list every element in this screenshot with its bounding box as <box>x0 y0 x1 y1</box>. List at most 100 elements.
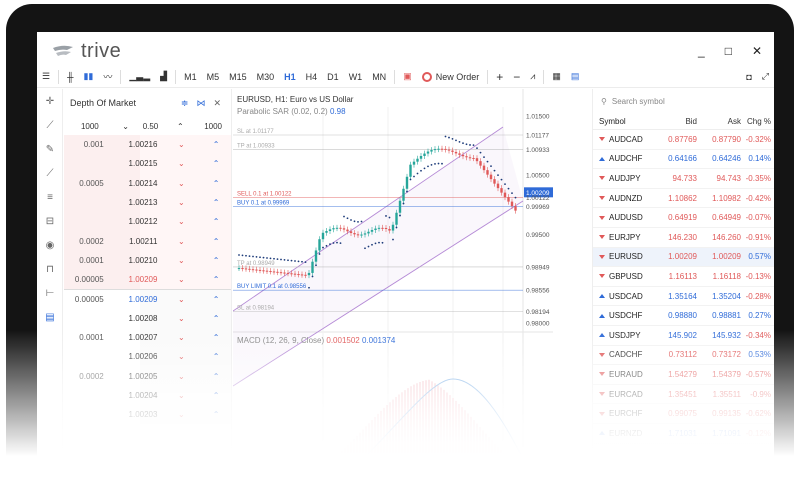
menu-icon[interactable]: ☰ <box>42 71 51 81</box>
buy-arrow-icon[interactable]: ⌃ <box>212 255 220 265</box>
area-icon[interactable]: ▟ <box>160 71 168 81</box>
fullscreen-icon[interactable]: ⤢ <box>761 71 769 81</box>
col-ask[interactable]: Ask <box>727 116 741 126</box>
lock-icon[interactable]: ⊓ <box>46 263 54 275</box>
calendar-icon[interactable]: ▦ <box>552 71 561 81</box>
watchlist-row[interactable]: CADCHF 0.73112 0.73172 0.53% <box>593 346 774 366</box>
layout-icon[interactable]: ▤ <box>45 311 55 323</box>
buy-arrow-icon[interactable]: ⌃ <box>212 333 220 343</box>
bar-chart-icon[interactable]: ╫ <box>67 71 74 82</box>
trendline-icon[interactable]: ⟋ <box>46 119 54 131</box>
dom-lots-input[interactable]: 1000 <box>204 121 222 131</box>
sell-arrow-icon[interactable]: ⌄ <box>177 333 185 343</box>
buy-arrow-icon[interactable]: ⌃ <box>212 410 220 420</box>
watchlist-row[interactable]: EURNZD 1.71031 1.71091 -0.12% <box>593 424 774 444</box>
sell-arrow-icon[interactable]: ⌄ <box>177 391 185 400</box>
watchlist-row[interactable]: AUDJPY 94.733 94.743 -0.35% <box>593 169 774 189</box>
col-bid[interactable]: Bid <box>685 116 697 126</box>
sell-arrow-icon[interactable]: ⌄ <box>177 295 185 305</box>
dom-row[interactable]: 0.0005 1.00214 ⌄ ⌃ <box>64 173 231 193</box>
eye-icon[interactable]: ◉ <box>45 239 55 251</box>
maximize-button[interactable]: □ <box>724 44 732 58</box>
ruler-icon[interactable]: ⊟ <box>45 215 55 227</box>
new-order-button[interactable]: New Order <box>417 66 485 88</box>
timeframe-m1[interactable]: M1 <box>184 71 197 82</box>
dom-row[interactable]: 0.001 1.00216 ⌄ ⌃ <box>64 135 231 155</box>
dom-row[interactable]: 1.00204 ⌄ ⌃ <box>64 385 231 406</box>
dom-step-input[interactable]: 0.50 <box>142 121 159 131</box>
zoom-out-icon[interactable]: − <box>513 69 521 84</box>
buy-arrow-icon[interactable]: ⌃ <box>212 295 220 305</box>
line-chart-icon[interactable]: 〰 <box>103 72 113 82</box>
timeframe-d1[interactable]: D1 <box>327 71 339 82</box>
price-chart[interactable]: SL at 1.01177 TP at 1.00933 SELL 0.1 at 1.… <box>232 89 554 472</box>
sell-arrow-icon[interactable]: ⌄ <box>177 255 185 265</box>
chart-shift-icon[interactable]: ⩘ <box>530 71 536 81</box>
hierarchy-icon[interactable]: ⊢ <box>45 287 55 299</box>
buy-arrow-icon[interactable]: ⌃ <box>212 178 220 188</box>
indicators-icon[interactable]: ▁▃▂ <box>129 71 151 81</box>
watchlist-row[interactable]: EURJPY 146.230 146.260 -0.91% <box>593 228 774 248</box>
watchlist-row[interactable]: AUDCAD 0.87769 0.87790 -0.32% <box>593 130 774 150</box>
dom-row[interactable]: 1.00212 ⌄ ⌃ <box>64 212 231 232</box>
screenshot-icon[interactable]: ◘ <box>746 71 752 82</box>
watchlist-row[interactable]: EURCHF 0.99075 0.99135 -0.62% <box>593 404 774 424</box>
dom-row[interactable]: 1.00203 ⌄ ⌃ <box>64 405 231 425</box>
fibonacci-icon[interactable]: ≡ <box>47 191 53 203</box>
dom-row[interactable]: 0.00005 1.00209 ⌄ ⌃ <box>64 289 231 309</box>
dom-row[interactable]: 1.00213 ⌄ ⌃ <box>64 192 231 213</box>
align-center-icon[interactable]: ≑ <box>180 97 189 108</box>
buy-arrow-icon[interactable]: ⌃ <box>212 236 220 246</box>
timeframe-mn[interactable]: MN <box>372 71 387 82</box>
ray-icon[interactable]: ⟋ <box>46 167 54 179</box>
dom-volume-input[interactable]: 1000 <box>80 121 99 131</box>
watchlist-row[interactable]: AUDUSD 0.64919 0.64949 -0.07% <box>593 208 774 228</box>
dom-row[interactable]: 0.0001 1.00210 ⌄ ⌃ <box>64 250 231 271</box>
dom-row[interactable]: 0.0002 1.00205 ⌄ ⌃ <box>64 366 231 386</box>
dom-row[interactable]: 1.00208 ⌄ ⌃ <box>64 308 231 328</box>
sell-arrow-icon[interactable]: ⌄ <box>177 198 185 208</box>
buy-arrow-icon[interactable]: ⌃ <box>212 217 220 227</box>
buy-arrow-icon[interactable]: ⌃ <box>212 391 220 400</box>
timeframe-m5[interactable]: M5 <box>206 71 220 82</box>
symbol-search[interactable]: ⚲ Search symbol <box>593 89 774 113</box>
buy-arrow-icon[interactable]: ⌃ <box>212 275 220 285</box>
timeframe-m30[interactable]: M30 <box>256 71 275 82</box>
col-symbol[interactable]: Symbol <box>599 116 626 126</box>
buy-arrow-icon[interactable]: ⌃ <box>212 159 220 169</box>
sell-arrow-icon[interactable]: ⌄ <box>177 371 185 381</box>
zoom-in-icon[interactable]: + <box>496 69 504 84</box>
dom-row[interactable]: 1.00215 ⌄ ⌃ <box>64 154 231 174</box>
timeframe-h4[interactable]: H4 <box>305 71 318 82</box>
dom-row[interactable]: 0.0002 1.00211 ⌄ ⌃ <box>64 231 231 251</box>
watchlist-row[interactable]: EURUSD 1.00209 1.00209 0.57% <box>593 247 774 268</box>
sell-arrow-icon[interactable]: ⌄ <box>177 140 185 150</box>
sell-arrow-icon[interactable]: ⌄ <box>177 352 185 362</box>
chevron-down-icon[interactable]: ⌄ <box>122 121 129 131</box>
pencil-icon[interactable]: ✎ <box>45 143 55 155</box>
sell-arrow-icon[interactable]: ⌄ <box>177 217 185 227</box>
watchlist-row[interactable]: USDCAD 1.35164 1.35204 -0.28% <box>593 287 774 307</box>
watchlist-row[interactable]: EURAUD 1.54279 1.54379 -0.57% <box>593 365 774 385</box>
watchlist-row[interactable]: GBPUSD 1.16113 1.16118 -0.13% <box>593 267 774 287</box>
buy-arrow-icon[interactable]: ⌃ <box>212 198 220 208</box>
sell-arrow-icon[interactable]: ⌄ <box>177 275 185 285</box>
watchlist-row[interactable]: USDJPY 145.902 145.932 -0.34% <box>593 326 774 346</box>
watchlist-row[interactable]: AUDCHF 0.64166 0.64246 0.14% <box>593 150 774 170</box>
dom-row[interactable]: 1.00206 ⌄ ⌃ <box>64 347 231 367</box>
timeframe-m15[interactable]: M15 <box>229 71 247 82</box>
crosshair-icon[interactable]: ✛ <box>45 95 55 107</box>
chevron-up-icon[interactable]: ⌃ <box>176 121 184 131</box>
timeframe-w1[interactable]: W1 <box>348 71 363 82</box>
document-icon[interactable]: ▤ <box>570 71 580 81</box>
sell-arrow-icon[interactable]: ⌄ <box>177 236 185 246</box>
candlestick-icon[interactable]: ▮▮ <box>83 71 94 81</box>
watchlist-row[interactable]: AUDNZD 1.10862 1.10982 -0.42% <box>593 189 774 209</box>
buy-arrow-icon[interactable]: ⌃ <box>212 352 220 362</box>
close-panel-icon[interactable]: ✕ <box>213 97 221 108</box>
close-button[interactable]: ✕ <box>751 44 762 58</box>
dom-row[interactable]: 0.00005 1.00209 ⌄ ⌃ <box>64 270 231 290</box>
col-chg[interactable]: Chg % <box>746 116 771 126</box>
sell-arrow-icon[interactable]: ⌄ <box>177 178 185 188</box>
sell-arrow-icon[interactable]: ⌄ <box>177 159 185 169</box>
